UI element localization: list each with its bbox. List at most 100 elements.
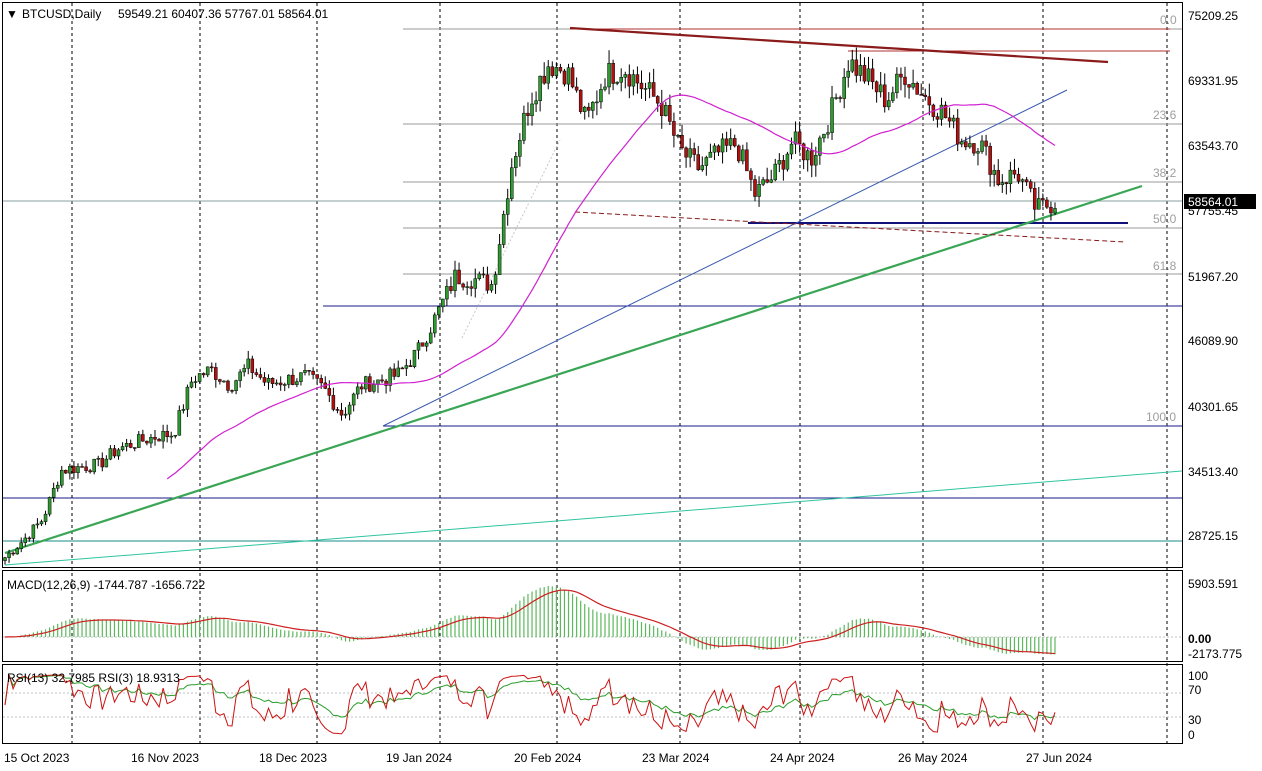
candle-body (1053, 208, 1057, 214)
candle-body (570, 67, 575, 88)
candle-body (514, 156, 518, 168)
candle-body (566, 67, 571, 85)
candle-body (234, 380, 238, 391)
rsi-indicator (3, 674, 1182, 735)
candle-body (818, 137, 822, 156)
fib-label-0: 0.0 (1160, 13, 1177, 27)
candle-body (822, 133, 826, 139)
rsi-axis-0: 0 (1188, 728, 1195, 742)
candle-body (11, 552, 15, 555)
candle-body (124, 443, 129, 447)
candle-body (619, 77, 623, 83)
candle-body (64, 469, 68, 474)
candle-body (120, 446, 125, 451)
candle-body (210, 366, 214, 369)
dashed-trend-line (574, 211, 1126, 243)
candle-body (793, 131, 798, 145)
candle-body (282, 384, 287, 386)
candlesticks (3, 47, 1057, 565)
candle-body (522, 112, 526, 141)
candle-body (372, 384, 376, 392)
candle-body (538, 75, 542, 101)
candle-body (1041, 198, 1045, 201)
candle-body (955, 117, 960, 145)
candle-body (76, 466, 80, 473)
candle-body (830, 97, 834, 133)
candle-body (882, 84, 887, 108)
candle-body (996, 170, 1000, 186)
time-tick: 24 Apr 2024 (770, 751, 835, 765)
candle-body (749, 170, 753, 180)
candle-body (473, 278, 478, 289)
candle-body (968, 143, 972, 148)
fib-label-50: 50.0 (1153, 212, 1177, 226)
candle-body (39, 521, 44, 525)
candle-body (668, 105, 672, 122)
candle-body (7, 552, 11, 558)
price-tick: 34513.40 (1188, 465, 1238, 479)
time-tick: 16 Nov 2023 (131, 751, 199, 765)
rsi3-line (4, 674, 1056, 735)
candle-body (230, 390, 234, 392)
rsi-axis-100: 100 (1188, 669, 1208, 683)
candle-body (757, 183, 761, 197)
candle-body (72, 466, 76, 473)
candle-body (510, 167, 514, 199)
candle-body (205, 366, 210, 376)
candle-body (907, 84, 911, 88)
candle-body (838, 97, 842, 99)
candle-body (582, 106, 587, 112)
candle-body (315, 374, 319, 379)
candle-body (728, 138, 733, 146)
candle-body (226, 380, 230, 391)
candle-body (878, 84, 883, 93)
header-arrow-icon[interactable]: ▼ (6, 7, 18, 21)
candle-body (214, 367, 218, 380)
candle-body (578, 89, 583, 112)
candle-body (218, 379, 222, 382)
candle-body (157, 438, 161, 442)
trend-line (382, 89, 1068, 427)
chart-title: BTCUSD,Daily (22, 7, 101, 21)
candle-body (47, 497, 52, 515)
candle-body (534, 100, 538, 105)
candle-body (128, 443, 133, 448)
candle-body (542, 75, 546, 84)
candle-body (672, 121, 676, 136)
candle-body (262, 377, 267, 383)
candle-body (19, 542, 23, 549)
candle-body (603, 86, 607, 90)
price-tick: 69331.95 (1188, 74, 1238, 88)
price-tick: 75209.25 (1188, 9, 1238, 23)
candle-body (1008, 169, 1013, 185)
candle-body (469, 286, 473, 289)
candle-body (1045, 199, 1049, 208)
candle-body (842, 76, 846, 99)
candle-body (258, 374, 263, 378)
time-tick: 23 Mar 2024 (642, 751, 710, 765)
price-tick: 51967.20 (1188, 270, 1238, 284)
candle-body (676, 135, 680, 137)
candle-body (773, 163, 778, 181)
candle-body (550, 66, 555, 76)
fib-label-61: 61.8 (1153, 259, 1177, 273)
candle-body (104, 458, 109, 468)
candle-body (493, 274, 498, 285)
candle-body (887, 100, 891, 108)
candle-body (327, 388, 332, 396)
candle-body (939, 104, 944, 120)
candle-body (457, 269, 461, 285)
price-tick: 40301.65 (1188, 400, 1238, 414)
price-tick: 63543.70 (1188, 139, 1238, 153)
candle-body (737, 145, 741, 162)
candle-body (611, 62, 615, 84)
candle-body (680, 135, 684, 149)
candle-body (185, 386, 190, 410)
candle-body (988, 145, 992, 175)
macd-title: MACD(12,26,9) -1744.787 -1656.722 (7, 578, 205, 592)
macd-indicator (3, 585, 1182, 655)
candle-body (497, 244, 502, 275)
candle-body (177, 410, 182, 436)
candle-body (445, 286, 449, 300)
